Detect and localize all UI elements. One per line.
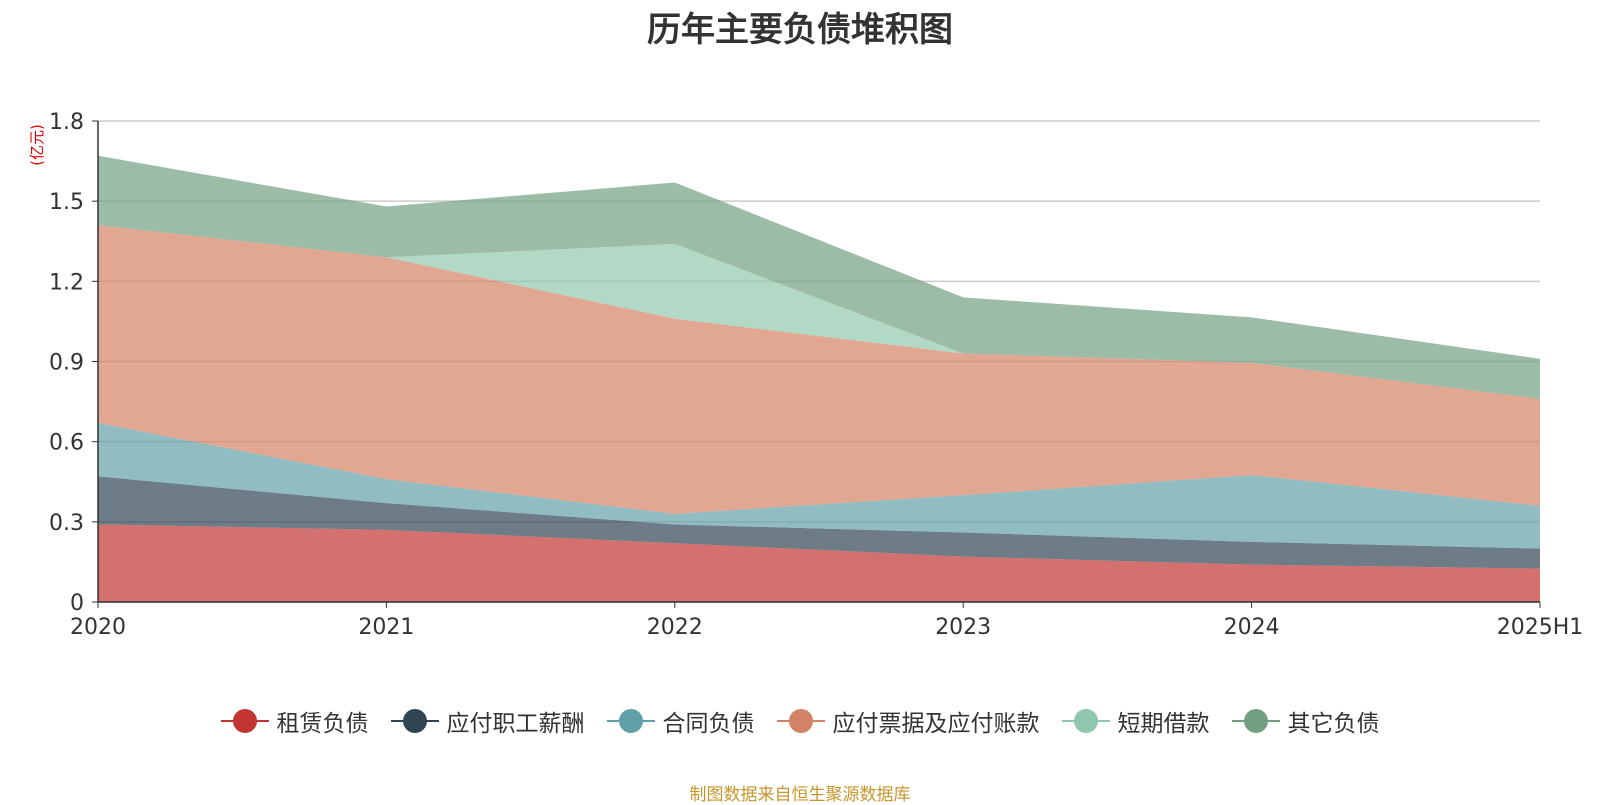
legend-item-0[interactable]: 租赁负债	[220, 704, 369, 738]
legend-marker-icon	[220, 708, 269, 734]
area-series-3	[98, 225, 1540, 514]
legend-marker-icon	[776, 708, 825, 734]
chart-title: 历年主要负债堆积图	[647, 10, 953, 50]
legend-marker-icon	[606, 708, 655, 734]
legend-dot	[618, 709, 643, 733]
legend-item-4[interactable]: 短期借款	[1061, 704, 1210, 738]
legend-dot	[402, 709, 427, 733]
x-tick-label: 2020	[70, 615, 126, 640]
y-tick-label: 0	[70, 591, 84, 616]
legend-dot	[232, 709, 257, 733]
legend-dot	[1243, 709, 1268, 733]
legend-marker-icon	[1061, 708, 1110, 734]
legend-marker-icon	[390, 708, 439, 734]
axes: 0 0.3 0.6 0.9 1.2 1.5 1.8 2020 2021 2022 2023 2024 2…	[49, 110, 1583, 640]
y-tick-label: 0.3	[49, 511, 84, 536]
area-series-2	[98, 422, 1540, 549]
y-tick-label: 1.5	[49, 190, 84, 215]
area-series-1	[98, 476, 1540, 569]
legend-item-5[interactable]: 其它负债	[1231, 704, 1380, 738]
x-tick-label: 2024	[1224, 615, 1280, 640]
y-tick-label: 1.8	[49, 110, 84, 135]
y-tick-label: 0.6	[49, 431, 84, 456]
legend-label: 租赁负债	[276, 711, 369, 737]
data-source-note: 制图数据来自恒生聚源数据库	[689, 785, 911, 805]
area-series-0	[98, 524, 1540, 602]
legend-marker-icon	[1231, 708, 1280, 734]
y-tick-label: 1.2	[49, 270, 84, 295]
legend-label: 合同负债	[662, 711, 755, 737]
y-axis-unit-label: (亿元)	[28, 124, 46, 166]
x-tick-label: 2022	[647, 615, 703, 640]
legend-dot	[788, 709, 813, 733]
legend-item-3[interactable]: 应付票据及应付账款	[776, 704, 1040, 738]
legend-label: 其它负债	[1287, 711, 1380, 737]
area-series-4	[98, 225, 1540, 399]
legend-label: 应付职工薪酬	[446, 711, 585, 737]
legend-item-1[interactable]: 应付职工薪酬	[390, 704, 585, 738]
y-tick-label: 0.9	[49, 351, 84, 376]
x-tick-label: 2023	[935, 615, 991, 640]
legend-label: 短期借款	[1117, 711, 1210, 737]
legend-label: 应付票据及应付账款	[832, 711, 1040, 737]
area-series-layer	[98, 155, 1540, 602]
legend: 租赁负债 应付职工薪酬 合同负债 应付票据及应付账款 短期借款 其它负债	[0, 704, 1600, 738]
x-tick-label: 2025H1	[1497, 615, 1584, 640]
legend-dot	[1073, 709, 1098, 733]
area-series-5	[98, 155, 1540, 399]
x-tick-label: 2021	[358, 615, 414, 640]
legend-item-2[interactable]: 合同负债	[606, 704, 755, 738]
